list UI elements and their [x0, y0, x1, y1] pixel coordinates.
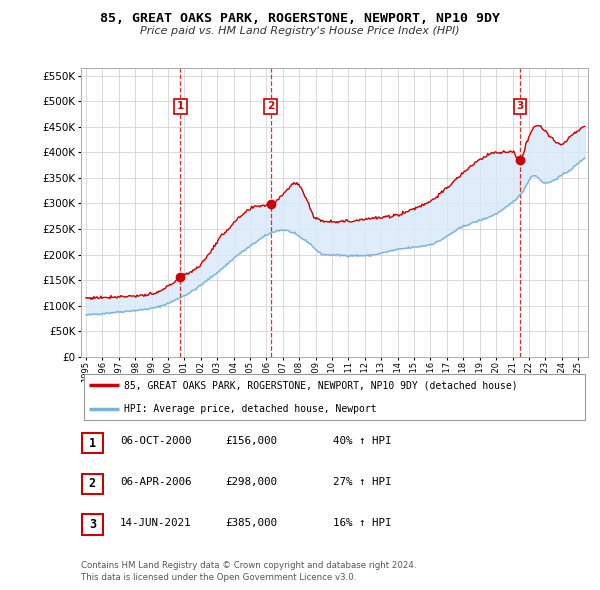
Text: £298,000: £298,000 — [225, 477, 277, 487]
Text: 06-OCT-2000: 06-OCT-2000 — [120, 437, 191, 446]
Text: 85, GREAT OAKS PARK, ROGERSTONE, NEWPORT, NP10 9DY: 85, GREAT OAKS PARK, ROGERSTONE, NEWPORT… — [100, 12, 500, 25]
FancyBboxPatch shape — [82, 514, 103, 535]
Text: 2: 2 — [267, 101, 274, 112]
Text: £385,000: £385,000 — [225, 518, 277, 527]
Text: 16% ↑ HPI: 16% ↑ HPI — [333, 518, 391, 527]
Text: 1: 1 — [89, 437, 96, 450]
Text: 85, GREAT OAKS PARK, ROGERSTONE, NEWPORT, NP10 9DY (detached house): 85, GREAT OAKS PARK, ROGERSTONE, NEWPORT… — [124, 380, 518, 390]
Text: 40% ↑ HPI: 40% ↑ HPI — [333, 437, 391, 446]
Text: 3: 3 — [89, 518, 96, 531]
FancyBboxPatch shape — [82, 433, 103, 453]
Text: 27% ↑ HPI: 27% ↑ HPI — [333, 477, 391, 487]
Text: 3: 3 — [516, 101, 523, 112]
Text: £156,000: £156,000 — [225, 437, 277, 446]
Text: Contains HM Land Registry data © Crown copyright and database right 2024.: Contains HM Land Registry data © Crown c… — [81, 560, 416, 570]
FancyBboxPatch shape — [83, 373, 586, 420]
Text: Price paid vs. HM Land Registry's House Price Index (HPI): Price paid vs. HM Land Registry's House … — [140, 26, 460, 35]
Text: 1: 1 — [177, 101, 184, 112]
Text: 14-JUN-2021: 14-JUN-2021 — [120, 518, 191, 527]
FancyBboxPatch shape — [82, 474, 103, 494]
Text: 2: 2 — [89, 477, 96, 490]
Text: This data is licensed under the Open Government Licence v3.0.: This data is licensed under the Open Gov… — [81, 572, 356, 582]
Text: HPI: Average price, detached house, Newport: HPI: Average price, detached house, Newp… — [124, 404, 377, 414]
Text: 06-APR-2006: 06-APR-2006 — [120, 477, 191, 487]
